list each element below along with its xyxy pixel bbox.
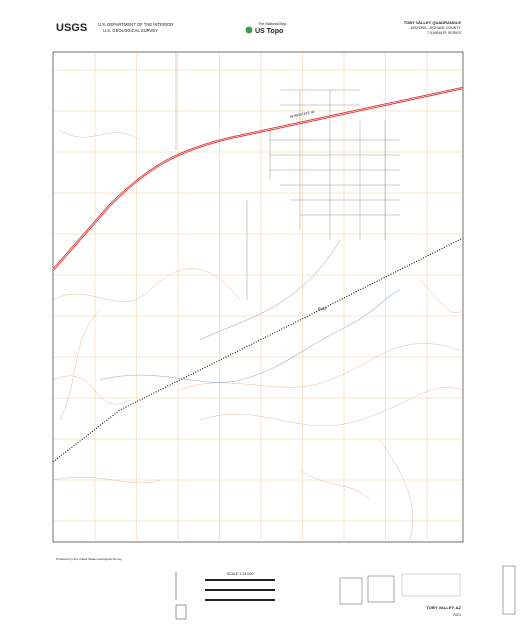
state-county: ARIZONA - MOHAVE COUNTY (411, 26, 462, 30)
contour (199, 387, 464, 426)
rail-label: BNSF (318, 307, 327, 311)
scale: SCALE 1:24 000 (227, 572, 254, 576)
road-label: INTERSTATE 40 (289, 110, 315, 119)
scale-bar (205, 599, 275, 601)
state-inset (339, 577, 363, 605)
footer: Produced by the United States Geological… (56, 557, 516, 620)
map-frame (52, 51, 464, 543)
contour (52, 476, 161, 484)
quad-title: TOBY VALLEY QUADRANGLE (404, 20, 462, 25)
topo-tagline: The National Map (258, 22, 286, 26)
topo-brand: US Topo (255, 28, 283, 35)
railroad (52, 237, 464, 463)
agency: U.S. DEPARTMENT OF THE INTERIOR (98, 22, 173, 27)
map-body: INTERSTATE 40 BNSF (52, 51, 464, 543)
contour (52, 268, 241, 302)
usgs-logo: USGS (56, 22, 87, 34)
street (199, 239, 341, 341)
location-box (175, 604, 187, 620)
contour (379, 439, 413, 541)
contour (419, 279, 464, 313)
contour (59, 309, 101, 421)
contour (179, 343, 461, 391)
credits: Produced by the United States Geological… (56, 557, 122, 561)
interstate-center (52, 87, 464, 271)
barcode (502, 565, 516, 615)
topo-icon (245, 26, 253, 34)
footer-year: 2021 (453, 613, 461, 617)
grid (53, 52, 463, 542)
contour (59, 129, 141, 141)
streets (175, 52, 400, 341)
series: 7.5-MINUTE SERIES (427, 31, 462, 35)
scale-bar (205, 589, 275, 591)
adjoining-quads (367, 575, 395, 603)
scale-bar (205, 579, 275, 581)
footer-name: TOBY VALLEY, AZ (426, 605, 461, 610)
road-legend (401, 573, 461, 597)
bureau: U.S. GEOLOGICAL SURVEY (103, 28, 158, 33)
wash (99, 289, 401, 383)
contour (299, 469, 371, 501)
